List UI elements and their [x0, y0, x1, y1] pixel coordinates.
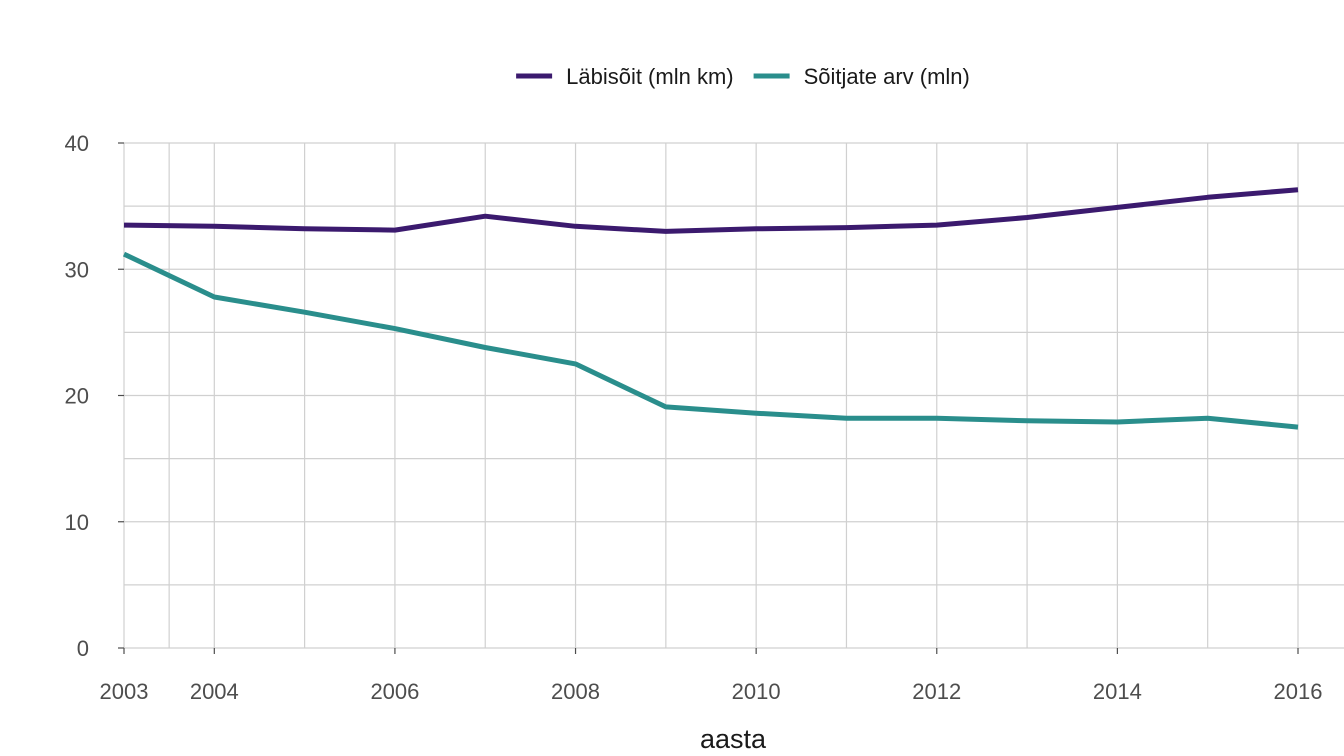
y-tick-label: 30: [65, 257, 89, 282]
x-tick-label: 2004: [190, 679, 239, 704]
legend-label-1: Läbisõit (mln km): [566, 64, 733, 89]
x-tick-label: 2012: [912, 679, 961, 704]
x-axis: 2003 2004 2006 2008 2010 2012 2014 2016: [100, 648, 1323, 704]
x-tick-label: 2010: [732, 679, 781, 704]
x-tick-label: 2008: [551, 679, 600, 704]
x-tick-label: 2016: [1274, 679, 1323, 704]
x-tick-label: 2014: [1093, 679, 1142, 704]
x-tick-label: 2006: [370, 679, 419, 704]
y-tick-label: 20: [65, 384, 89, 409]
series-line-1: [123, 187, 1299, 234]
x-axis-title: aasta: [700, 724, 767, 754]
legend: Läbisõit (mln km) Sõitjate arv (mln): [516, 64, 970, 89]
series-line-2: [122, 251, 1299, 430]
y-tick-label: 10: [65, 510, 89, 535]
y-tick-label: 0: [77, 636, 89, 661]
legend-label-2: Sõitjate arv (mln): [804, 64, 970, 89]
x-tick-label: 2003: [100, 679, 149, 704]
y-tick-label: 40: [65, 131, 89, 156]
grid: [123, 142, 1344, 649]
y-axis: 0 10 20 30 40: [65, 131, 124, 661]
series-layer: [122, 187, 1299, 430]
